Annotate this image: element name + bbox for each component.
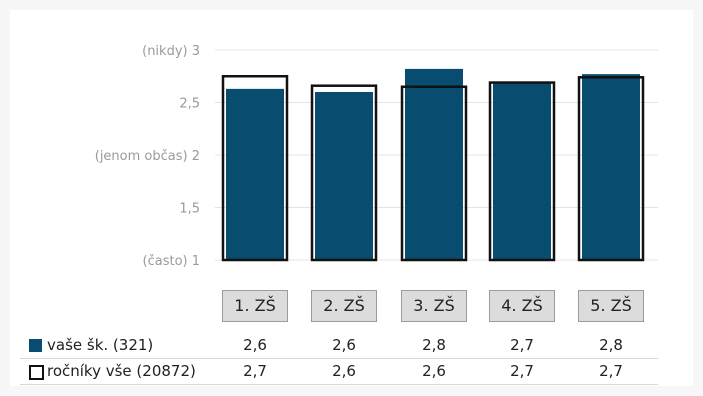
- bar-all-grades: [577, 76, 645, 262]
- legend-swatch-all-grades: [29, 365, 44, 380]
- bar-chart: (nikdy) 3 2,5 (jenom občas) 2 1,5 (často) 1: [95, 44, 658, 269]
- data-label: 2,7: [599, 362, 623, 380]
- category-label: 2. ZŠ: [311, 290, 377, 322]
- bar-school: [582, 74, 640, 261]
- bar-school: [226, 88, 284, 260]
- data-label: 2,6: [243, 336, 267, 354]
- data-label: 2,6: [422, 362, 446, 380]
- category-label: 1. ZŠ: [222, 290, 288, 322]
- bar-school: [315, 92, 373, 260]
- legend-label: ročníky vše (20872): [47, 362, 196, 380]
- table-row-divider: [20, 358, 658, 359]
- data-label: 2,7: [510, 362, 534, 380]
- bar-school: [493, 81, 551, 260]
- bar-school: [405, 68, 463, 261]
- chart-panel: (nikdy) 3 2,5 (jenom občas) 2 1,5 (často) 1 …: [10, 10, 693, 386]
- data-label: 2,6: [332, 336, 356, 354]
- y-tick-label: 1,5: [179, 202, 200, 217]
- data-label: 2,6: [332, 362, 356, 380]
- y-tick-label: (nikdy) 3: [142, 44, 200, 59]
- bar-all-grades: [488, 81, 556, 262]
- data-label: 2,7: [510, 336, 534, 354]
- bar-all-grades: [310, 84, 378, 262]
- data-label: 2,8: [599, 336, 623, 354]
- data-label: 2,8: [422, 336, 446, 354]
- bar-all-grades: [221, 75, 289, 262]
- bar-all-grades: [400, 85, 468, 262]
- category-label: 5. ZŠ: [578, 290, 644, 322]
- category-label: 3. ZŠ: [401, 290, 467, 322]
- data-label: 2,7: [243, 362, 267, 380]
- legend-swatch-school: [29, 339, 42, 352]
- legend-label: vaše šk. (321): [47, 336, 154, 354]
- y-tick-label: (často) 1: [143, 254, 200, 269]
- category-label: 4. ZŠ: [489, 290, 555, 322]
- y-tick-label: (jenom občas) 2: [95, 149, 200, 164]
- y-tick-label: 2,5: [179, 97, 200, 112]
- table-row-divider: [20, 384, 658, 385]
